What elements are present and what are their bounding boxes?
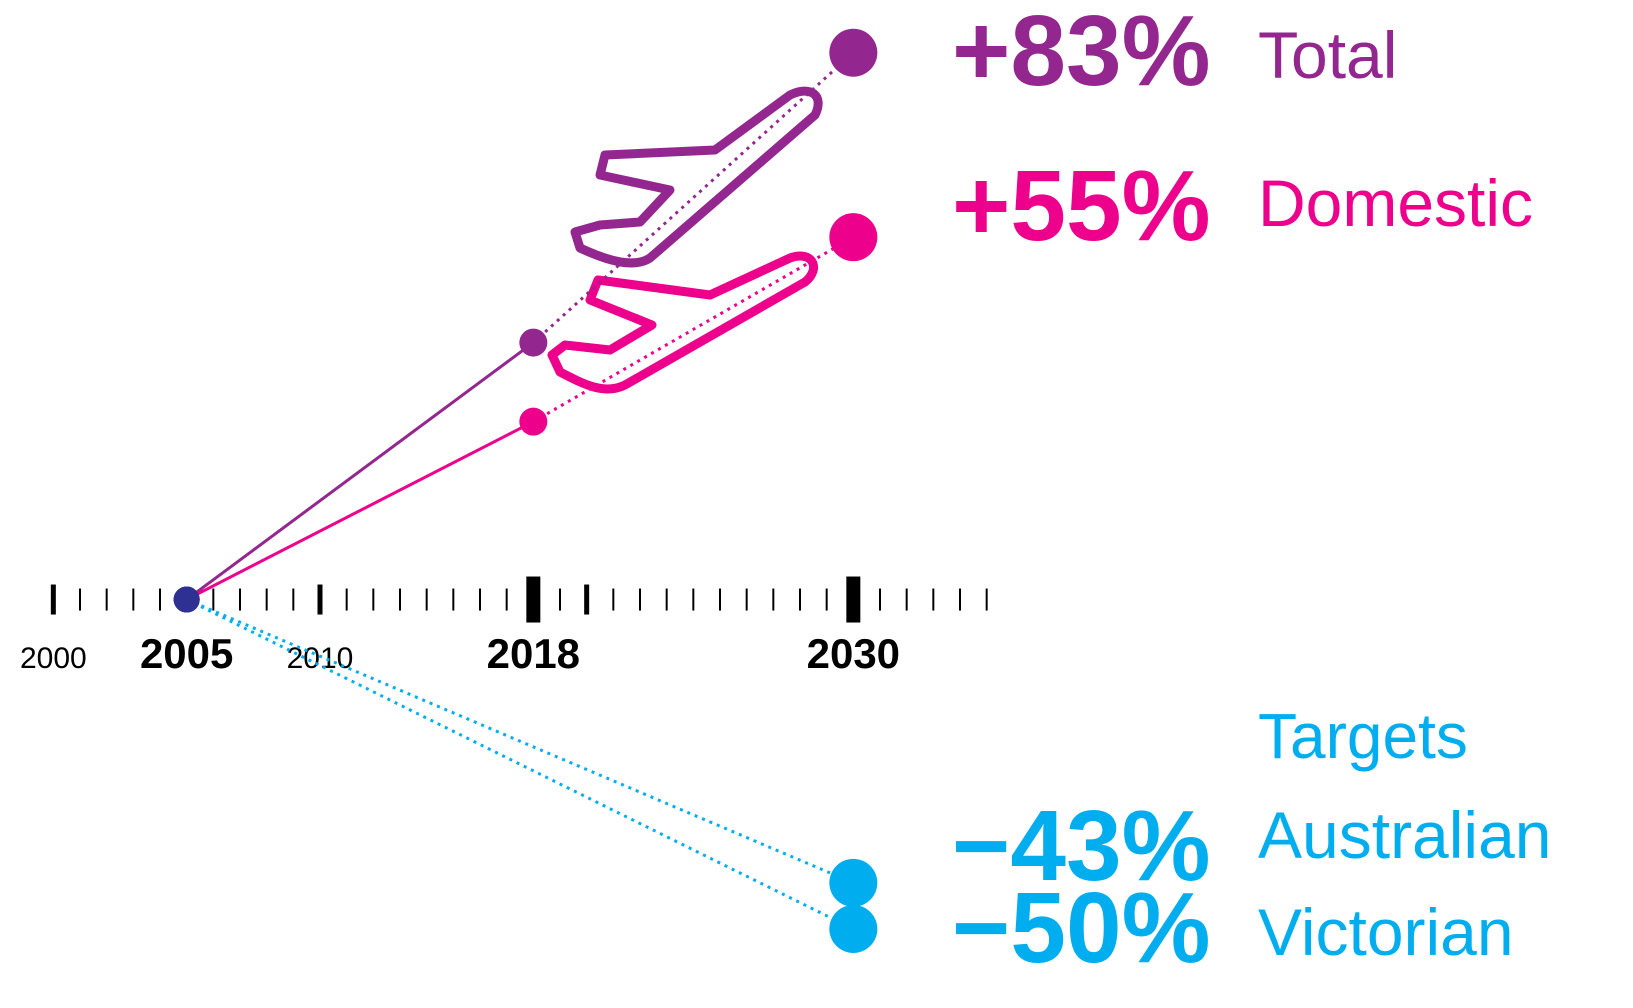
point [829, 28, 878, 77]
x-tick [479, 588, 481, 611]
x-tick [79, 588, 81, 611]
x-tick-label: 2010 [287, 642, 354, 675]
x-tick-label: 2000 [20, 642, 87, 675]
x-tick [772, 588, 775, 611]
plane-icon [547, 251, 819, 394]
value-label: +55% [952, 150, 1211, 262]
plane-icon [570, 86, 823, 268]
x-tick [317, 584, 323, 615]
x-tick-label: 2005 [140, 630, 233, 677]
x-tick-label: 2018 [487, 630, 580, 677]
line [185, 420, 535, 601]
x-tick [159, 588, 161, 611]
x-tick [505, 588, 508, 611]
x-tick [372, 588, 375, 611]
x-tick [639, 588, 641, 611]
x-tick [932, 588, 935, 611]
point [173, 586, 200, 613]
x-tick [239, 588, 241, 611]
point [829, 213, 878, 262]
x-tick [584, 584, 590, 615]
x-tick [559, 588, 561, 611]
x-tick [745, 588, 748, 611]
series-name: Domestic [1258, 166, 1533, 240]
series-name: Victorian [1258, 895, 1514, 969]
point [519, 407, 548, 436]
x-tick [846, 576, 861, 623]
line [185, 341, 535, 601]
x-tick [526, 576, 541, 623]
x-tick [825, 588, 828, 611]
x-tick [265, 588, 268, 611]
x-tick [985, 588, 988, 611]
value-label: −43% [952, 790, 1211, 902]
value-label: +83% [952, 0, 1211, 107]
x-tick [132, 588, 135, 611]
x-tick [399, 588, 401, 611]
x-tick [345, 588, 348, 611]
x-tick [905, 588, 908, 611]
x-tick [50, 584, 56, 615]
x-tick [692, 588, 695, 611]
x-tick [799, 588, 801, 611]
x-tick [452, 588, 455, 611]
series-name: Total [1258, 18, 1397, 92]
x-tick [212, 588, 215, 611]
x-tick [879, 588, 881, 611]
value-label: −50% [952, 872, 1211, 984]
x-tick [105, 588, 108, 611]
point [519, 328, 548, 357]
x-tick [665, 588, 668, 611]
x-tick [719, 588, 721, 611]
point [829, 858, 878, 907]
dotted-line [532, 235, 855, 423]
x-tick [959, 588, 961, 611]
point [829, 904, 878, 953]
x-tick [612, 588, 615, 611]
x-tick [292, 588, 295, 611]
dotted-line [186, 598, 854, 885]
x-tick-label: 2030 [807, 630, 900, 677]
x-tick [425, 588, 428, 611]
dotted-line [532, 51, 855, 344]
targets-title: Targets [1258, 700, 1468, 772]
series-name: Australian [1258, 798, 1552, 872]
